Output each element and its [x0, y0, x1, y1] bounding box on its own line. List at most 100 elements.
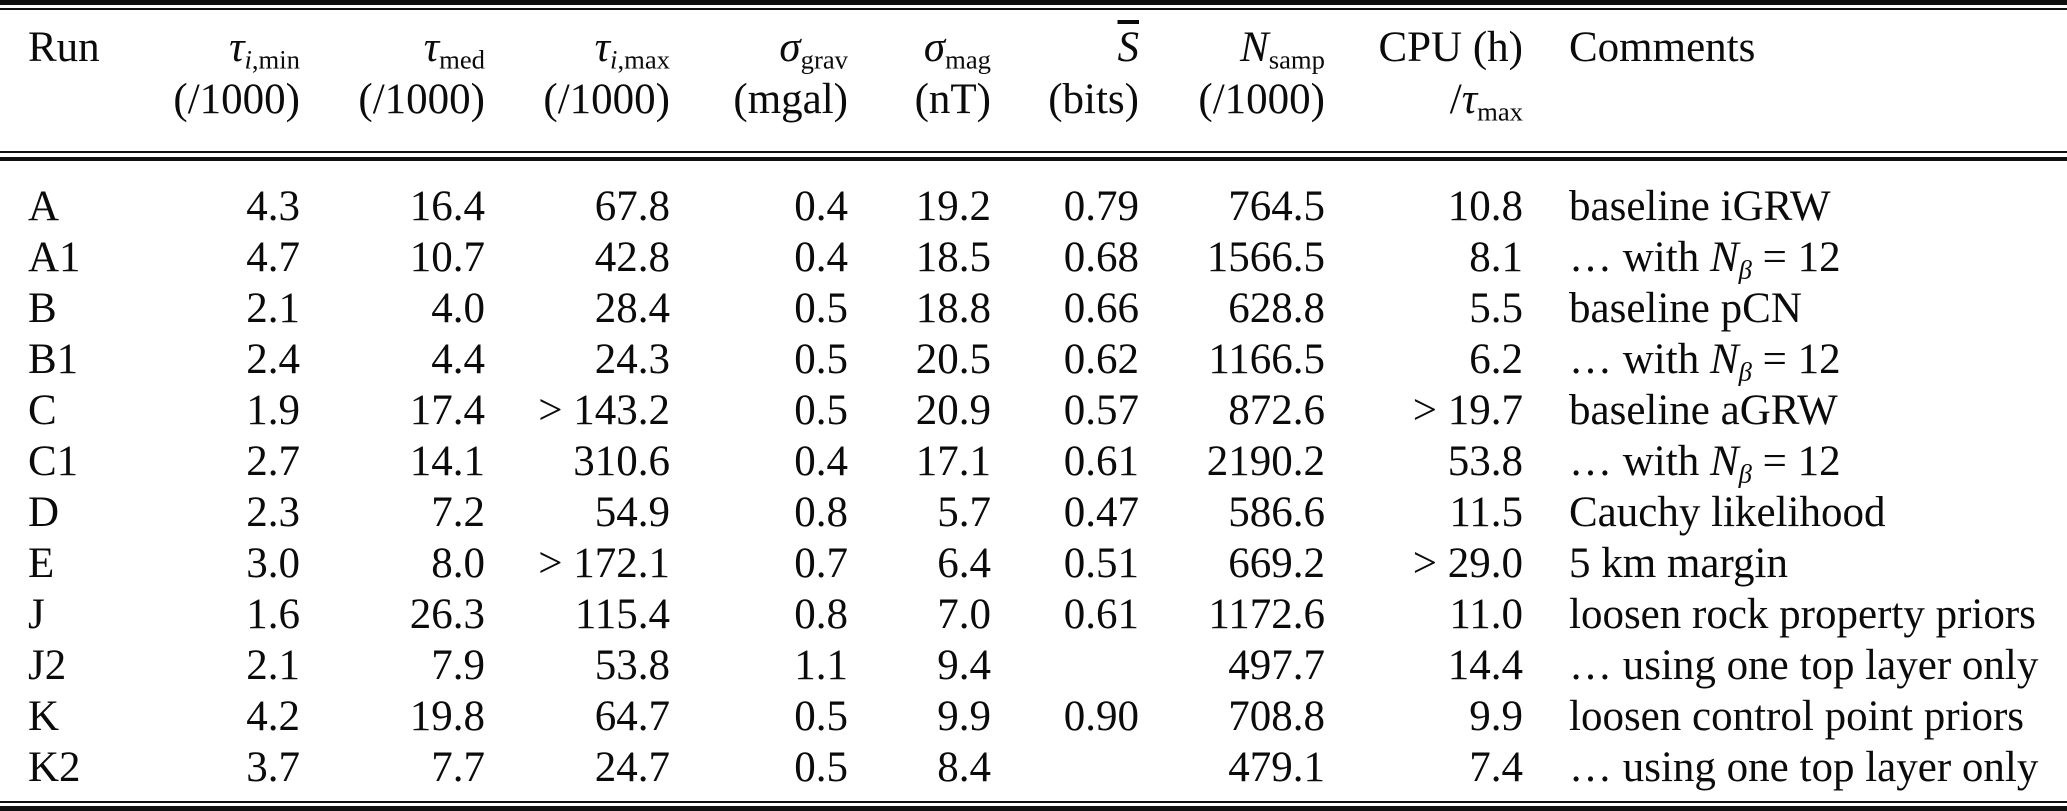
cell-n_samp: 764.5: [1228, 183, 1325, 230]
cell-tau_i_min: 2.7: [246, 438, 300, 485]
cell-run: A1: [28, 234, 81, 281]
cell-run: J: [28, 591, 45, 638]
cell-tau_med: 26.3: [409, 591, 485, 638]
cell-tau_i_max: 53.8: [594, 642, 670, 689]
table-row-C: C 1.9 17.4 > 143.2 0.5 20.9 0.57 872.6 > 19.7 bas…: [0, 385, 2067, 436]
cell-cpu: 6.2: [1469, 336, 1523, 383]
cell-n_samp: 1566.5: [1206, 234, 1325, 281]
cell-s_bar: 0.61: [1063, 438, 1139, 485]
column-header-cpu-line2: /τmax: [1449, 76, 1523, 127]
cell-tau_i_max: 54.9: [594, 489, 670, 536]
column-header-run: Run: [0, 10, 115, 130]
mid-rule-thin-line: [0, 150, 2067, 153]
cell-comments: … with Nβ = 12: [1569, 336, 1841, 387]
cell-tau_med: 4.4: [431, 336, 485, 383]
cell-s_bar: 0.57: [1063, 387, 1139, 434]
cell-comments: … using one top layer only: [1569, 744, 2039, 791]
table-row-A: A 4.3 16.4 67.8 0.4 19.2 0.79 764.5 10.8 baseline…: [0, 181, 2067, 232]
cell-tau_i_min: 3.0: [246, 540, 300, 587]
column-header-tau_i_max-line2: (/1000): [543, 76, 670, 123]
cell-comments: … with Nβ = 12: [1569, 438, 1841, 489]
table-row-K2: K2 3.7 7.7 24.7 0.5 8.4 479.1 7.4 … using one to…: [0, 742, 2067, 793]
cell-cpu: 9.9: [1469, 693, 1523, 740]
cell-sigma_mag: 20.5: [915, 336, 991, 383]
cell-sigma_mag: 19.2: [915, 183, 991, 230]
cell-tau_i_min: 4.2: [246, 693, 300, 740]
cell-tau_i_min: 2.1: [246, 642, 300, 689]
cell-sigma_grav: 1.1: [794, 642, 848, 689]
top-rule: [0, 0, 2067, 10]
cell-tau_i_max: 24.7: [594, 744, 670, 791]
cell-run: K: [28, 693, 60, 740]
cell-run: B1: [28, 336, 79, 383]
mid-rule-thick-line: [0, 156, 2067, 161]
column-header-tau_med: τmed (/1000): [300, 10, 485, 130]
results-table: Run τi,min (/1000) τmed (/1000) τi,max (/1000)…: [0, 10, 2067, 793]
table-header-row: Run τi,min (/1000) τmed (/1000) τi,max (/1000)…: [0, 10, 2067, 130]
cell-n_samp: 1172.6: [1208, 591, 1325, 638]
cell-comments: loosen rock property priors: [1569, 591, 2036, 638]
column-header-sigma_mag-line1: σmag: [923, 24, 991, 75]
cell-comments: 5 km margin: [1569, 540, 1788, 587]
column-header-tau_i_min-line1: τi,min: [229, 24, 300, 75]
cell-cpu: 7.4: [1469, 744, 1523, 791]
cell-n_samp: 708.8: [1228, 693, 1325, 740]
top-rule-thin-line: [0, 8, 2067, 10]
column-header-tau_i_min: τi,min (/1000): [115, 10, 300, 130]
cell-n_samp: 1166.5: [1208, 336, 1325, 383]
header-body-separator: [0, 130, 2067, 181]
cell-sigma_mag: 18.8: [915, 285, 991, 332]
cell-tau_med: 7.7: [431, 744, 485, 791]
cell-sigma_mag: 20.9: [915, 387, 991, 434]
column-header-cpu: CPU (h) /τmax: [1325, 10, 1523, 130]
cell-n_samp: 479.1: [1228, 744, 1325, 791]
cell-sigma_mag: 18.5: [915, 234, 991, 281]
cell-tau_med: 7.2: [431, 489, 485, 536]
column-header-tau_i_min-line2: (/1000): [173, 76, 300, 123]
cell-tau_med: 14.1: [409, 438, 485, 485]
cell-sigma_mag: 9.4: [937, 642, 991, 689]
cell-sigma_mag: 7.0: [937, 591, 991, 638]
cell-tau_med: 4.0: [431, 285, 485, 332]
cell-s_bar: 0.47: [1063, 489, 1139, 536]
cell-cpu: 53.8: [1447, 438, 1523, 485]
column-header-n_samp: Nsamp (/1000): [1139, 10, 1325, 130]
cell-n_samp: 669.2: [1228, 540, 1325, 587]
cell-cpu: 11.0: [1449, 591, 1523, 638]
cell-sigma_grav: 0.4: [794, 234, 848, 281]
cell-sigma_grav: 0.5: [794, 744, 848, 791]
cell-n_samp: 497.7: [1228, 642, 1325, 689]
cell-tau_i_min: 2.4: [246, 336, 300, 383]
cell-n_samp: 586.6: [1228, 489, 1325, 536]
cell-sigma_mag: 6.4: [937, 540, 991, 587]
cell-sigma_grav: 0.5: [794, 336, 848, 383]
cell-tau_med: 16.4: [409, 183, 485, 230]
cell-s_bar: 0.62: [1063, 336, 1139, 383]
cell-s_bar: 0.61: [1063, 591, 1139, 638]
table-row-A1: A1 4.7 10.7 42.8 0.4 18.5 0.68 1566.5 8.1 … with …: [0, 232, 2067, 283]
cell-run: C1: [28, 438, 79, 485]
cell-run: C: [28, 387, 57, 434]
column-header-comments-line1: Comments: [1569, 24, 1756, 71]
bottom-rule: [0, 801, 2067, 811]
cell-comments: baseline pCN: [1569, 285, 1802, 332]
table-row-J2: J2 2.1 7.9 53.8 1.1 9.4 497.7 14.4 … using one t…: [0, 640, 2067, 691]
column-header-tau_i_max: τi,max (/1000): [485, 10, 670, 130]
cell-sigma_grav: 0.4: [794, 438, 848, 485]
cell-tau_i_max: 115.4: [574, 591, 670, 638]
column-header-run-line2: [28, 74, 115, 126]
column-header-cpu-line1: CPU (h): [1378, 24, 1523, 71]
cell-n_samp: 872.6: [1228, 387, 1325, 434]
table-row-B1: B1 2.4 4.4 24.3 0.5 20.5 0.62 1166.5 6.2 … with N…: [0, 334, 2067, 385]
cell-run: J2: [28, 642, 67, 689]
column-header-tau_med-line2: (/1000): [358, 76, 485, 123]
cell-comments: loosen control point priors: [1569, 693, 2025, 740]
cell-tau_med: 8.0: [431, 540, 485, 587]
table-row-C1: C1 2.7 14.1 310.6 0.4 17.1 0.61 2190.2 53.8 … wit…: [0, 436, 2067, 487]
table-row-E: E 3.0 8.0 > 172.1 0.7 6.4 0.51 669.2 > 29.0 5 km …: [0, 538, 2067, 589]
cell-tau_i_max: > 172.1: [538, 540, 670, 587]
cell-n_samp: 628.8: [1228, 285, 1325, 332]
cell-comments: … using one top layer only: [1569, 642, 2039, 689]
cell-comments: … with Nβ = 12: [1569, 234, 1841, 285]
